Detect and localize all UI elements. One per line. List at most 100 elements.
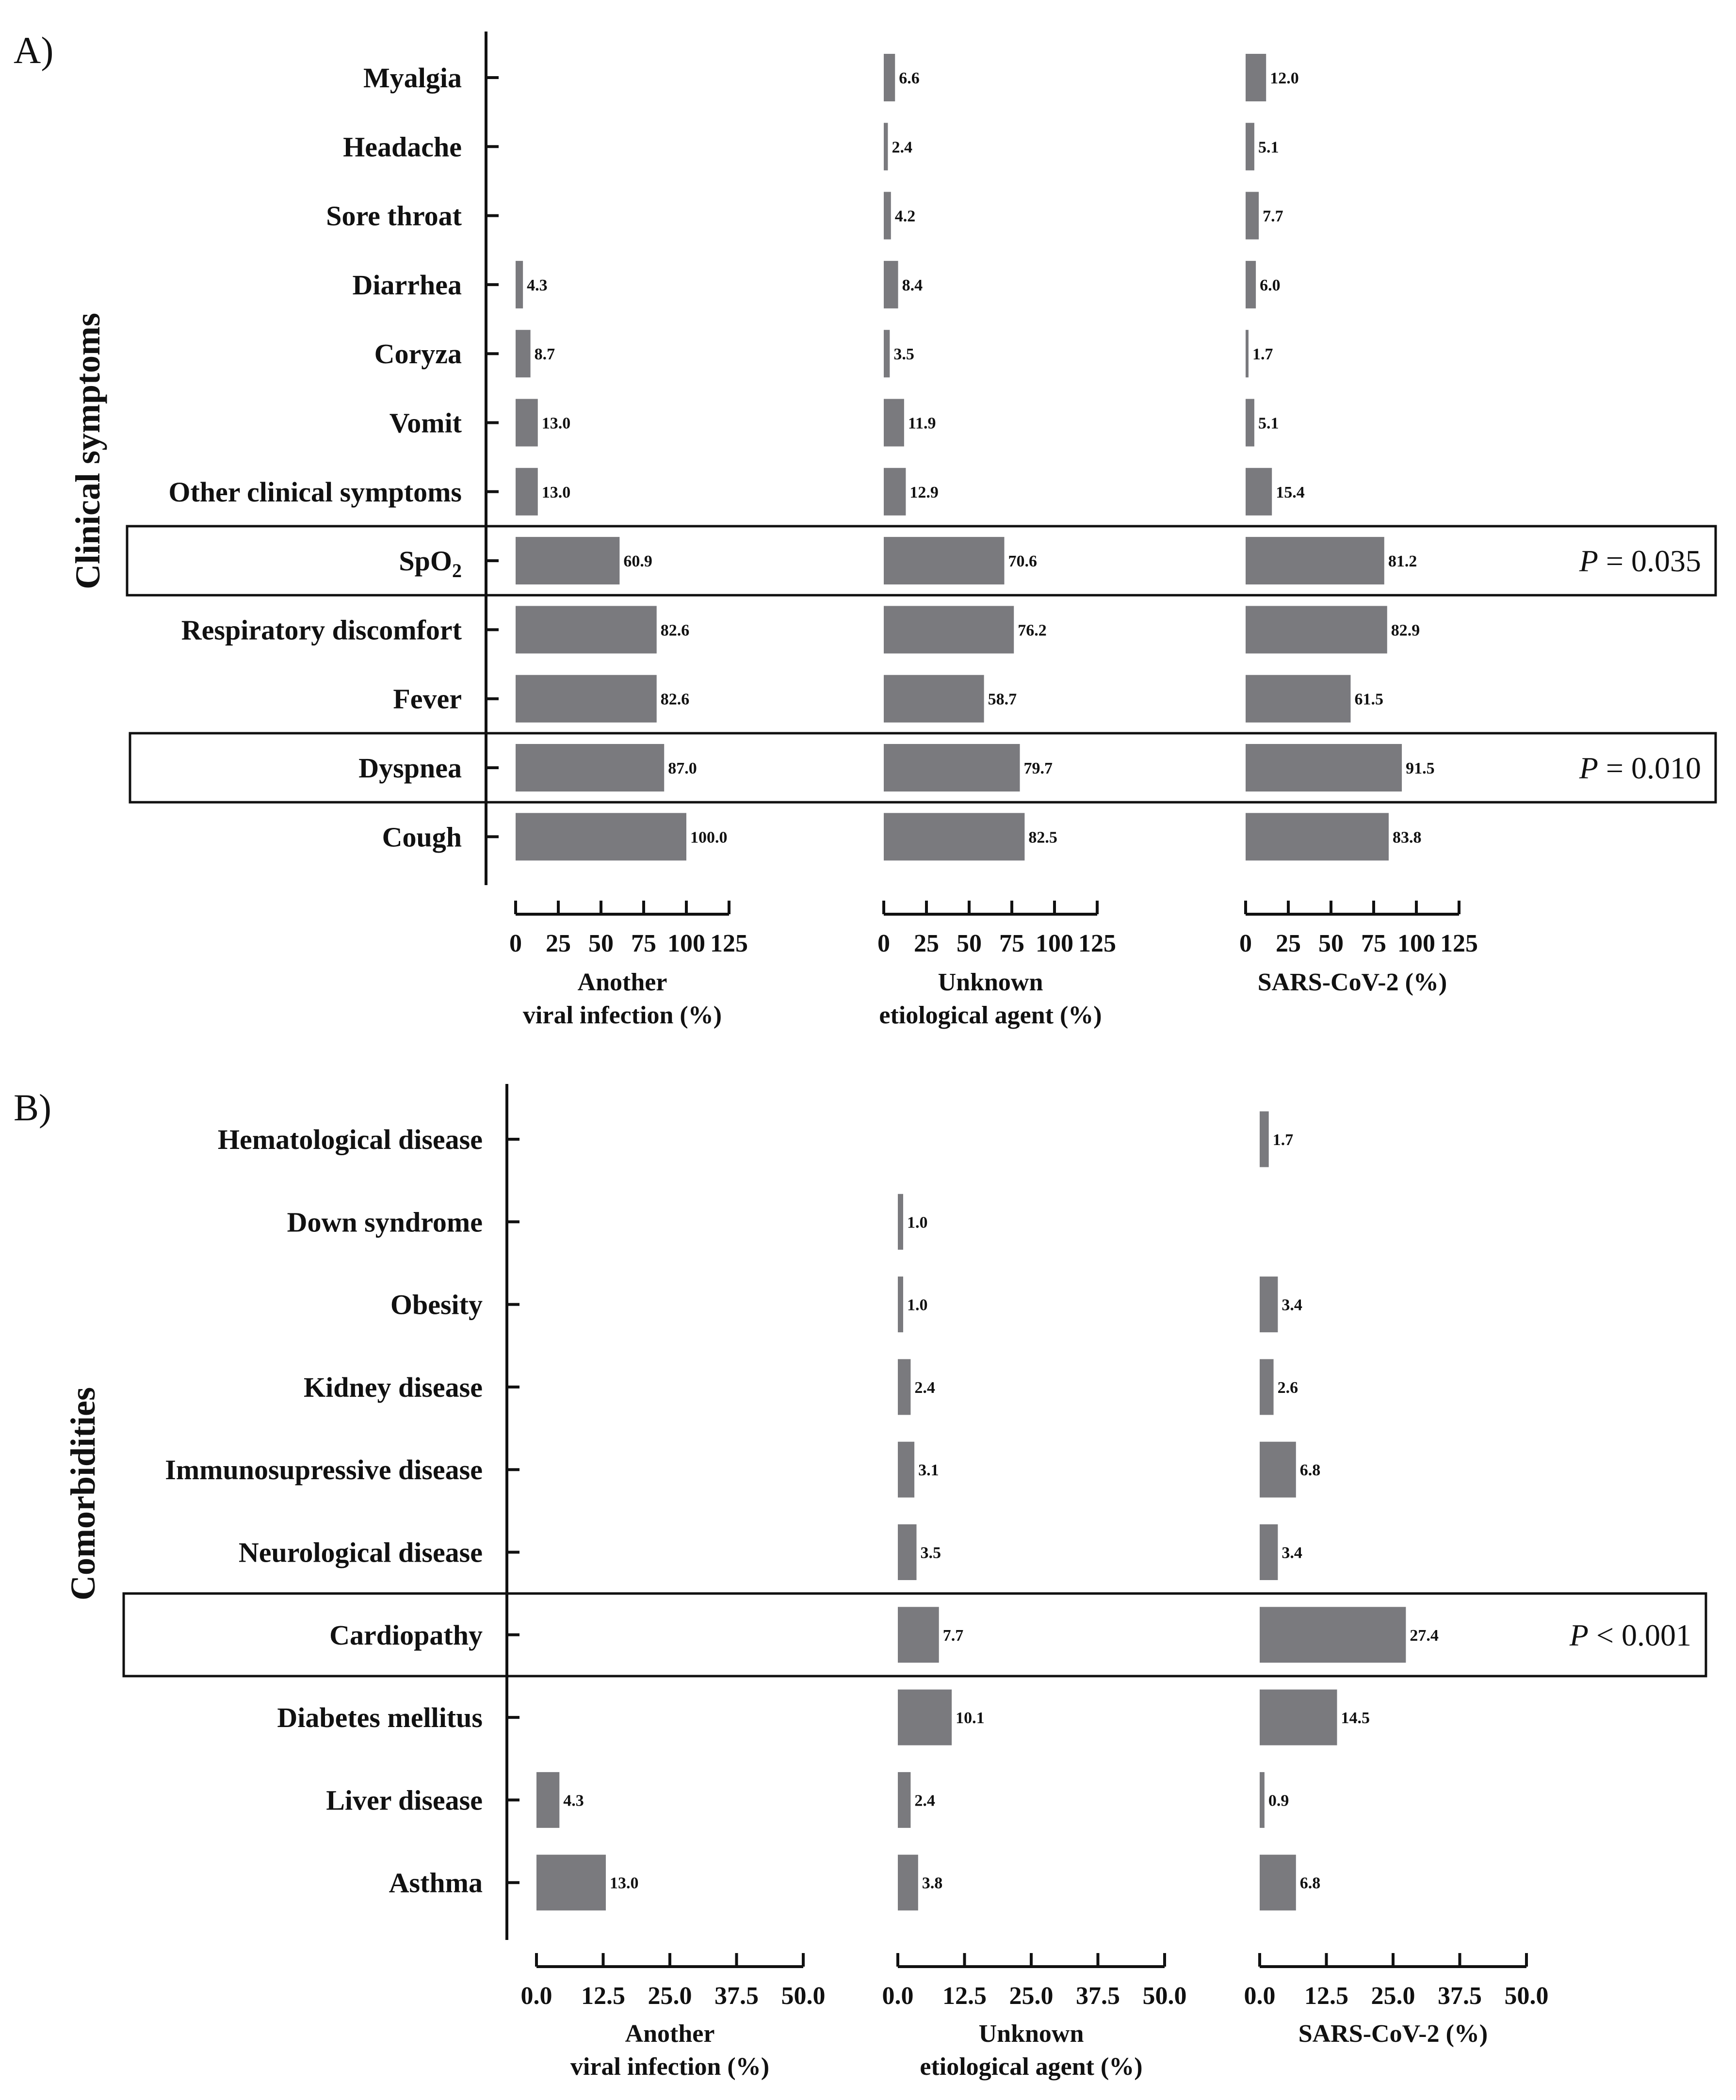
category-label-cough: Cough <box>382 821 462 853</box>
x-axis-title-unknown-etiological-agent: Unknown <box>979 2020 1084 2048</box>
value-label-unknown-etiological-agent-fever: 58.7 <box>988 691 1017 709</box>
bar-sars-cov-2-immunosupressive-disease <box>1260 1441 1296 1498</box>
p-value-symbol: P <box>1569 1618 1589 1652</box>
category-label-diarrhea: Diarrhea <box>353 269 462 301</box>
bar-unknown-etiological-agent-cough <box>884 813 1025 861</box>
x-tick-label-unknown-etiological-agent: 25 <box>914 930 939 957</box>
p-value-rest: = 0.035 <box>1598 544 1701 578</box>
x-tick-label-unknown-etiological-agent: 50.0 <box>1143 1982 1187 2010</box>
bar-unknown-etiological-agent-myalgia <box>884 54 895 101</box>
value-label-unknown-etiological-agent-neurological-disease: 3.5 <box>921 1544 941 1562</box>
x-axis-title-sars-cov-2: SARS-CoV-2 (%) <box>1298 2020 1488 2048</box>
value-label-another-viral-infection-fever: 82.6 <box>661 691 690 709</box>
value-label-unknown-etiological-agent-asthma: 3.8 <box>922 1874 943 1892</box>
bar-sars-cov-2-vomit <box>1246 399 1254 447</box>
bar-sars-cov-2-kidney-disease <box>1260 1359 1274 1415</box>
panel-b: B) Comorbidities Hematological disease Down… <box>14 1084 1707 2081</box>
x-tick-label-sars-cov-2: 125 <box>1440 930 1478 957</box>
category-label-coryza: Coryza <box>374 338 462 370</box>
p-value-dyspnea: P = 0.010 <box>1579 751 1701 785</box>
value-label-sars-cov-2-fever: 61.5 <box>1354 691 1383 709</box>
category-label-diabetes-mellitus: Diabetes mellitus <box>277 1702 483 1733</box>
x-tick-label-unknown-etiological-agent: 100 <box>1036 930 1073 957</box>
x-tick-label-sars-cov-2: 50.0 <box>1505 1982 1549 2010</box>
highlight-box-dyspnea <box>129 732 1717 804</box>
p-value-spo2: P = 0.035 <box>1579 544 1701 578</box>
x-tick-label-sars-cov-2: 25.0 <box>1371 1982 1415 2010</box>
panel-a-side-title: Clinical symptoms <box>68 313 107 589</box>
x-axis-title-another-viral-infection: viral infection (%) <box>570 2053 769 2081</box>
value-label-sars-cov-2-immunosupressive-disease: 6.8 <box>1300 1461 1321 1479</box>
bar-unknown-etiological-agent-sore-throat <box>884 192 891 240</box>
value-label-sars-cov-2-obesity: 3.4 <box>1282 1296 1302 1314</box>
x-tick-label-sars-cov-2: 100 <box>1397 930 1435 957</box>
p-value-symbol: P <box>1579 544 1598 578</box>
x-tick-label-unknown-etiological-agent: 50 <box>957 930 982 957</box>
value-label-sars-cov-2-diabetes-mellitus: 14.5 <box>1341 1709 1370 1727</box>
category-label-other-clinical-symptoms: Other clinical symptoms <box>168 476 462 508</box>
value-label-unknown-etiological-agent-respiratory-discomfort: 76.2 <box>1018 621 1047 639</box>
panel-a: A) Clinical symptoms Myalgia Headache Sore t… <box>14 29 1717 1029</box>
x-tick-label-another-viral-infection: 50 <box>588 930 614 957</box>
bar-sars-cov-2-obesity <box>1260 1276 1278 1333</box>
bar-unknown-etiological-agent-cardiopathy <box>898 1607 939 1663</box>
x-tick-label-unknown-etiological-agent: 12.5 <box>942 1982 987 2010</box>
bar-another-viral-infection-dyspnea <box>516 744 665 792</box>
x-tick-label-another-viral-infection: 75 <box>631 930 656 957</box>
value-label-sars-cov-2-cough: 83.8 <box>1393 828 1422 846</box>
x-axis-title-unknown-etiological-agent: Unknown <box>938 969 1043 996</box>
x-tick-label-sars-cov-2: 25 <box>1276 930 1301 957</box>
x-tick-label-sars-cov-2: 50 <box>1318 930 1344 957</box>
x-tick-label-unknown-etiological-agent: 37.5 <box>1076 1982 1120 2010</box>
bar-another-viral-infection-respiratory-discomfort <box>516 606 657 654</box>
p-value-symbol: P <box>1579 751 1598 785</box>
p-value-rest: < 0.001 <box>1589 1618 1691 1652</box>
panel-a-label: A) <box>14 29 53 71</box>
bar-sars-cov-2-other-clinical-symptoms <box>1246 468 1272 516</box>
panel-b-label: B) <box>14 1086 51 1129</box>
bar-sars-cov-2-respiratory-discomfort <box>1246 606 1387 654</box>
value-label-another-viral-infection-respiratory-discomfort: 82.6 <box>661 621 690 639</box>
p-value-cardiopathy: P < 0.001 <box>1569 1618 1691 1652</box>
bar-sars-cov-2-diarrhea <box>1246 260 1256 308</box>
category-label-subscript: 2 <box>452 560 462 582</box>
category-label-immunosupressive-disease: Immunosupressive disease <box>165 1454 483 1486</box>
bar-another-viral-infection-cough <box>516 813 686 861</box>
value-label-sars-cov-2-cardiopathy: 27.4 <box>1410 1627 1439 1645</box>
category-label-fever: Fever <box>393 683 462 715</box>
value-label-unknown-etiological-agent-kidney-disease: 2.4 <box>914 1379 935 1397</box>
x-tick-label-unknown-etiological-agent: 125 <box>1078 930 1116 957</box>
bar-unknown-etiological-agent-obesity <box>898 1276 903 1333</box>
category-label-dyspnea: Dyspnea <box>358 752 462 784</box>
x-tick-label-sars-cov-2: 12.5 <box>1304 1982 1348 2010</box>
value-label-another-viral-infection-spo2: 60.9 <box>623 552 652 570</box>
x-tick-label-another-viral-infection: 0 <box>509 930 522 957</box>
value-label-another-viral-infection-vomit: 13.0 <box>542 415 571 433</box>
bar-another-viral-infection-fever <box>516 675 657 723</box>
bar-sars-cov-2-headache <box>1246 123 1254 171</box>
bar-sars-cov-2-myalgia <box>1246 54 1266 101</box>
bar-unknown-etiological-agent-dyspnea <box>884 744 1020 792</box>
bar-unknown-etiological-agent-down-syndrome <box>898 1194 903 1250</box>
value-label-sars-cov-2-neurological-disease: 3.4 <box>1282 1544 1302 1562</box>
bar-unknown-etiological-agent-vomit <box>884 399 904 447</box>
bar-unknown-etiological-agent-coryza <box>884 330 890 378</box>
bar-unknown-etiological-agent-liver-disease <box>898 1772 911 1828</box>
x-tick-label-sars-cov-2: 75 <box>1361 930 1386 957</box>
bar-unknown-etiological-agent-respiratory-discomfort <box>884 606 1014 654</box>
bar-unknown-etiological-agent-kidney-disease <box>898 1359 911 1415</box>
bar-sars-cov-2-asthma <box>1260 1855 1296 1911</box>
value-label-sars-cov-2-sore-throat: 7.7 <box>1263 208 1283 226</box>
x-tick-label-another-viral-infection: 37.5 <box>714 1982 759 2010</box>
x-axis-title-unknown-etiological-agent: etiological agent (%) <box>920 2053 1142 2081</box>
bar-another-viral-infection-diarrhea <box>516 260 523 308</box>
value-label-another-viral-infection-dyspnea: 87.0 <box>668 759 697 777</box>
category-label-asthma: Asthma <box>389 1867 483 1899</box>
highlight-box-spo2 <box>126 525 1717 597</box>
value-label-sars-cov-2-spo2: 81.2 <box>1388 552 1417 570</box>
bar-unknown-etiological-agent-diabetes-mellitus <box>898 1689 952 1745</box>
value-label-unknown-etiological-agent-dyspnea: 79.7 <box>1024 759 1053 777</box>
x-axis-title-another-viral-infection: viral infection (%) <box>523 1002 722 1029</box>
value-label-another-viral-infection-other-clinical-symptoms: 13.0 <box>542 484 571 501</box>
